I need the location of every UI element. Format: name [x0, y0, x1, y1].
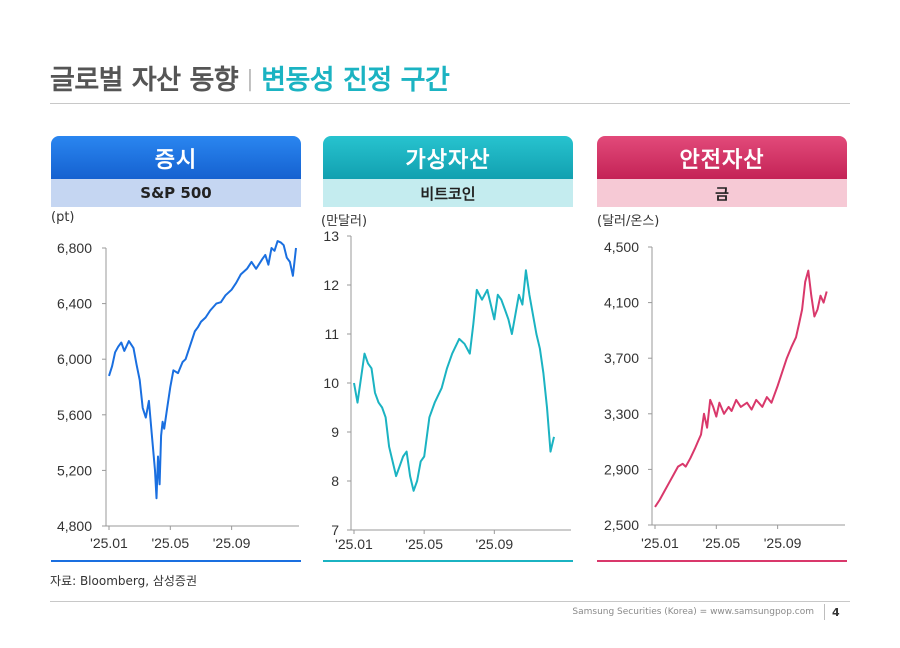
page-title: 글로벌 자산 동향 | 변동성 진정 구간	[50, 58, 450, 97]
x-tick-label: '25.05	[702, 535, 740, 551]
series-line	[108, 240, 297, 500]
x-tick-label: '25.09	[475, 536, 513, 552]
y-tick-label: 12	[323, 277, 339, 293]
title-sub: 변동성 진정 구간	[261, 65, 450, 96]
crypto-panel-subheader: 비트코인	[323, 179, 573, 207]
x-tick-label: '25.01	[641, 535, 679, 551]
y-tick-label: 5,200	[57, 462, 92, 478]
series-line	[654, 269, 828, 508]
footer-divider	[50, 601, 850, 602]
title-divider	[50, 103, 850, 104]
crypto-panel-bottom-line	[323, 560, 573, 562]
y-tick-label: 3,700	[604, 350, 639, 366]
y-tick-label: 11	[324, 326, 339, 342]
safe-asset-panel: 안전자산 금 (달러/온스) 2,500 2,900 3,300 3,700 4,100…	[597, 136, 847, 566]
safe-asset-panel-header: 안전자산	[597, 136, 847, 179]
safe-asset-panel-bottom-line	[597, 560, 847, 562]
equity-unit-label: (pt)	[51, 210, 75, 225]
title-separator: |	[246, 67, 254, 92]
y-tick-label: 3,300	[604, 406, 639, 422]
y-tick-label: 9	[331, 424, 339, 440]
y-tick-label: 4,100	[604, 295, 639, 311]
y-tick-label: 4,500	[604, 239, 639, 255]
x-tick-label: '25.01	[335, 536, 373, 552]
y-tick-label: 8	[331, 473, 339, 489]
safe-asset-unit-label: (달러/온스)	[597, 214, 660, 229]
equity-panel: 증시 S&P 500 (pt) 4,800 5,200 5,600 6,000 6,40…	[51, 136, 301, 566]
equity-panel-bottom-line	[51, 560, 301, 562]
safe-asset-panel-subheader: 금	[597, 179, 847, 207]
sp500-line-chart: 4,800 5,200 5,600 6,000 6,400 6,800 '25.01 '25.…	[57, 240, 299, 551]
footer-separator	[824, 604, 825, 620]
x-tick-label: '25.01	[90, 535, 128, 551]
source-note: 자료: Bloomberg, 삼성증권	[50, 574, 198, 588]
series-line	[353, 269, 555, 492]
bitcoin-line-chart: 7 8 9 10 11 12 13 '25.01 '25.05 '25.09	[323, 228, 571, 552]
crypto-panel: 가상자산 비트코인 (만달러) 7 8 9 10 11 12 13 '25.01 '25.05 '…	[321, 136, 573, 566]
title-main: 글로벌 자산 동향	[50, 65, 239, 96]
footer-company: Samsung Securities (Korea) = www.samsung…	[572, 607, 814, 617]
x-tick-label: '25.09	[764, 535, 802, 551]
crypto-panel-header: 가상자산	[323, 136, 573, 179]
y-tick-label: 6,400	[57, 296, 92, 312]
page-number: 4	[832, 606, 840, 619]
y-tick-label: 2,900	[604, 461, 639, 477]
y-tick-label: 7	[331, 522, 339, 538]
x-tick-label: '25.05	[405, 536, 443, 552]
x-tick-label: '25.05	[151, 535, 189, 551]
y-tick-label: 10	[323, 375, 339, 391]
y-tick-label: 4,800	[57, 518, 92, 534]
gold-line-chart: 2,500 2,900 3,300 3,700 4,100 4,500 '25.01 '25.…	[604, 239, 845, 551]
y-tick-label: 5,600	[57, 407, 92, 423]
y-tick-label: 6,000	[57, 351, 92, 367]
crypto-unit-label: (만달러)	[321, 214, 368, 229]
x-tick-label: '25.09	[213, 535, 251, 551]
y-tick-label: 6,800	[57, 240, 92, 256]
y-tick-label: 13	[323, 228, 339, 244]
equity-panel-header: 증시	[51, 136, 301, 179]
equity-panel-subheader: S&P 500	[51, 179, 301, 207]
y-tick-label: 2,500	[604, 517, 639, 533]
